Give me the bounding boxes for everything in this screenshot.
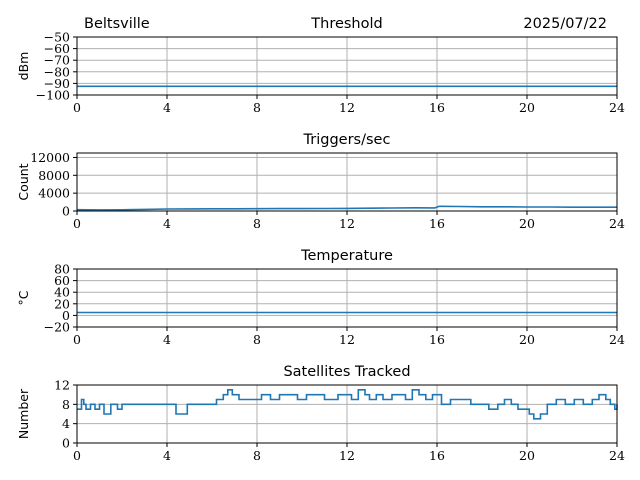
series-line	[76, 205, 617, 211]
axes-frame	[76, 152, 618, 212]
y-tick-label: 0	[62, 308, 70, 323]
x-tick-label: 24	[609, 448, 625, 463]
x-tick-label: 0	[73, 216, 81, 231]
y-tick-label: −70	[44, 53, 70, 68]
y-tick-label: −80	[44, 64, 70, 79]
x-tick-label: 4	[163, 332, 171, 347]
x-tick-label: 20	[519, 332, 535, 347]
series-line	[77, 389, 618, 420]
y-tick-label: −100	[36, 88, 70, 103]
x-tick-label: 20	[519, 448, 535, 463]
x-tick-label: 8	[253, 100, 261, 115]
x-tick-label: 20	[519, 216, 535, 231]
y-tick-label: −60	[44, 41, 70, 56]
x-tick-label: 8	[253, 332, 261, 347]
y-tick-label: −90	[44, 76, 70, 91]
panels: 0 4 8 12 16 20 24 −50−60−70−80−90−100 Threshold d…	[16, 16, 625, 463]
x-tick-label: 16	[429, 332, 445, 347]
y-axis-label: Number	[16, 388, 31, 439]
x-tick-label: 0	[73, 100, 81, 115]
x-tick-label: 4	[163, 216, 171, 231]
x-tick-label: 4	[163, 448, 171, 463]
x-tick-label: 16	[429, 216, 445, 231]
axes-frame	[76, 268, 618, 328]
y-axis-label: °C	[16, 290, 31, 305]
x-tick-label: 24	[609, 100, 625, 115]
y-tick-label: 12000	[30, 150, 70, 165]
x-tick-label: 8	[253, 216, 261, 231]
y-tick-label: 12	[54, 378, 70, 393]
chart-panel-2: 0 4 8 12 16 20 2404000800012000Triggers/secCou…	[16, 132, 625, 231]
site-label: Beltsville	[84, 16, 150, 32]
date-label: 2025/07/22	[523, 16, 607, 32]
x-tick-label: 16	[429, 448, 445, 463]
axes-frame	[76, 36, 618, 96]
y-axis-label: dBm	[16, 52, 31, 81]
x-tick-label: 0	[73, 332, 81, 347]
y-axis-label: Count	[16, 163, 31, 200]
chart-panel-4: 0 4 8 12 16 20 24 12 8 4 0 Satellites Tracked Number	[16, 364, 625, 463]
x-tick-label: 4	[163, 100, 171, 115]
axes-frame	[76, 384, 618, 444]
x-tick-label: 20	[519, 100, 535, 115]
y-tick-label: 60	[54, 273, 70, 288]
y-tick-label: 0	[62, 436, 70, 451]
y-tick-label: 4	[62, 416, 70, 431]
y-tick-label: 0	[62, 204, 70, 219]
y-tick-label: 8	[62, 397, 70, 412]
y-tick-label: 20	[54, 296, 70, 311]
y-tick-label: −20	[44, 320, 70, 335]
y-tick-label: −50	[44, 30, 70, 45]
x-tick-label: 24	[609, 216, 625, 231]
chart-title: Threshold	[310, 16, 382, 32]
x-tick-label: 12	[339, 216, 355, 231]
y-tick-label: 80	[54, 262, 70, 277]
chart-panel-1: 0 4 8 12 16 20 24 −50−60−70−80−90−100 Threshold d…	[16, 16, 625, 115]
chart-title: Triggers/sec	[303, 132, 391, 148]
y-tick-label: 8000	[38, 168, 70, 183]
x-tick-label: 24	[609, 332, 625, 347]
y-tick-label: 4000	[38, 186, 70, 201]
x-tick-label: 0	[73, 448, 81, 463]
x-tick-label: 12	[339, 332, 355, 347]
chart-title: Satellites Tracked	[283, 364, 410, 380]
x-tick-label: 8	[253, 448, 261, 463]
x-tick-label: 16	[429, 100, 445, 115]
y-tick-label: 40	[54, 285, 70, 300]
chart-title: Temperature	[300, 248, 393, 264]
x-tick-label: 12	[339, 448, 355, 463]
x-tick-label: 12	[339, 100, 355, 115]
